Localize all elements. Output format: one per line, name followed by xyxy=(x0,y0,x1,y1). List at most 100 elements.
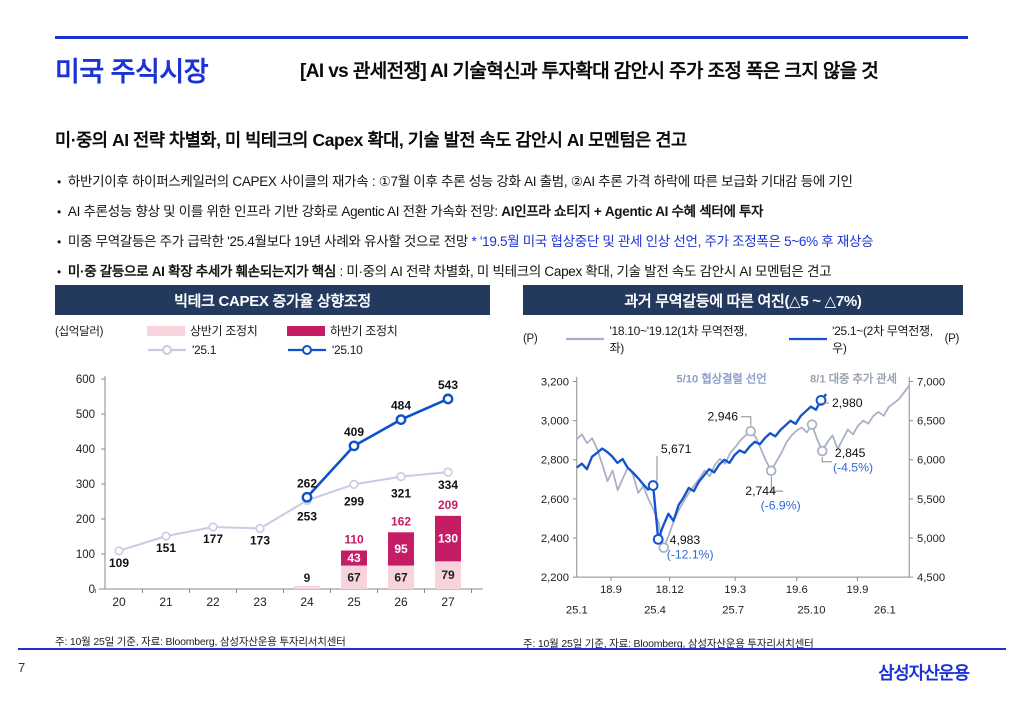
legend-label: 상반기 조정치 xyxy=(190,324,258,338)
line-25-10-marker xyxy=(442,393,454,405)
page-number: 7 xyxy=(18,660,26,675)
line-25-1-marker xyxy=(161,531,171,541)
bullet-item: 미·중 갈등으로 AI 확장 추세가 훼손되는지가 핵심 : 미·중의 AI 전… xyxy=(57,257,987,287)
line-25-10 xyxy=(306,397,449,499)
legend-label: '25.10 xyxy=(332,343,363,357)
line-25-1-marker xyxy=(443,467,453,477)
bullet-list: 하반기이후 하이퍼스케일러의 CAPEX 사이클의 재가속 : ①7월 이후 추… xyxy=(57,167,987,287)
right-y-tick-label: 7,000 xyxy=(917,376,945,388)
y-tick-label: 0 xyxy=(89,584,95,596)
bullet-item: AI 추론성능 향상 및 이를 위한 인프라 기반 강화로 Agentic AI… xyxy=(57,197,987,227)
right-y-tick-label: 5,000 xyxy=(917,533,945,545)
x-tick-label-2025: 25.7 xyxy=(722,604,744,616)
bar-h2-25 xyxy=(341,550,367,566)
subtitle: 미·중의 AI 전략 차별화, 미 빅테크의 Capex 확대, 기술 발전 속… xyxy=(55,130,687,150)
legend-label: 하반기 조정치 xyxy=(330,324,398,338)
capex-chart-legend: (십억달러) 상반기 조정치 하반기 조정치 '25.1 '25.10 xyxy=(55,315,490,364)
right-y-tick-label: 6,500 xyxy=(917,416,945,428)
legend-bar-swatch xyxy=(287,325,325,336)
legend-item: '18.10~'19.12(1차 무역전쟁,좌) xyxy=(565,322,758,356)
bar-total-label: 110 xyxy=(344,533,364,547)
legend-line-swatch xyxy=(148,345,186,355)
line-25-1-label: 177 xyxy=(203,532,223,546)
trade-war-chart-legend: (P) '18.10~'19.12(1차 무역전쟁,좌) '25.1~(2차 무역전… xyxy=(523,315,963,364)
trade-war-chart-panel: 과거 무역갈등에 따른 여진(△5 ~ △7%) (P) '18.10~'19.1… xyxy=(523,285,963,651)
bullet-item: 미중 무역갈등은 주가 급락한 '25.4월보다 19년 사례와 유사할 것으로… xyxy=(57,227,987,257)
blue-marker xyxy=(815,394,827,406)
bar-h1-label: 79 xyxy=(441,568,455,582)
left-y-tick-label: 2,600 xyxy=(541,494,569,506)
line-25-1-label: 334 xyxy=(438,478,458,492)
y-tick-label: 400 xyxy=(76,444,95,456)
line-25-10-marker xyxy=(395,414,407,425)
capex-chart-source-note: 주: 10월 25일 기준, 자료: Bloomberg, 삼성자산운용 투자리… xyxy=(55,636,346,648)
bar-h2-label: 95 xyxy=(394,542,408,556)
callout-pct: (-12.1%) xyxy=(667,548,714,562)
callout-leader xyxy=(741,416,752,426)
callout-pct: (-6.9%) xyxy=(761,499,801,513)
y-tick-label: 100 xyxy=(76,549,95,561)
legend-label: '25.1~(2차 무역전쟁,우) xyxy=(832,324,933,355)
gray-marker xyxy=(816,445,828,457)
capex-chart-panel: 빅테크 CAPEX 증가율 상향조정 (십억달러) 상반기 조정치 하반기 조정치 '… xyxy=(55,285,490,651)
right-y-tick-label: 4,500 xyxy=(917,572,945,584)
legend-item: '25.10 xyxy=(287,343,447,357)
callout-value: 5,671 xyxy=(661,442,692,456)
x-tick-label: 26 xyxy=(394,595,408,609)
bullet-segment: 하반기이후 하이퍼스케일러의 CAPEX 사이클의 재가속 : ①7월 이후 추… xyxy=(67,174,853,189)
callout-value: 2,845 xyxy=(835,446,866,460)
legend-item: '25.1 xyxy=(147,343,287,357)
left-y-tick-label: 2,800 xyxy=(541,455,569,467)
gray-marker xyxy=(658,542,670,553)
bar-total-label: 9 xyxy=(304,571,311,585)
line-25-1-marker xyxy=(349,479,359,489)
left-y-tick-label: 3,000 xyxy=(541,416,569,428)
header: 미국 주식시장 [AI vs 관세전쟁] AI 기술혁신과 투자확대 감안시 주… xyxy=(55,50,968,89)
footer: 7 삼성자산운용 xyxy=(18,660,970,685)
line-25-10-label: 262 xyxy=(297,476,317,490)
bullet-segment: : 미·중의 AI 전략 차별화, 미 빅테크의 Capex 확대, 기술 발전… xyxy=(336,264,832,279)
line-25-10-label: 543 xyxy=(438,378,458,392)
line-25-1-marker xyxy=(255,523,265,534)
bar-h1-27 xyxy=(435,561,461,589)
callout-value: 2,946 xyxy=(708,410,739,424)
bar-h1-25 xyxy=(341,565,367,589)
gray-marker xyxy=(765,465,777,477)
left-y-tick-label: 2,200 xyxy=(541,572,569,584)
line-25-1-label: 109 xyxy=(109,556,129,570)
callout-leader xyxy=(656,456,658,482)
x-tick-label-2025: 25.4 xyxy=(644,604,666,616)
x-tick-label: 20 xyxy=(112,595,126,609)
company-logo: 삼성자산운용 xyxy=(878,663,970,683)
callout-leader xyxy=(821,456,832,463)
legend-bar-swatch xyxy=(147,325,185,336)
x-tick-label: 22 xyxy=(206,595,220,609)
footer-rule xyxy=(18,648,1006,650)
blue-marker xyxy=(647,480,659,491)
trade-war-chart-source-note: 주: 10월 25일 기준, 자료: Bloomberg, 삼성자산운용 투자리… xyxy=(523,638,814,650)
line-25-1-label: 321 xyxy=(391,487,411,501)
x-tick-label: 25 xyxy=(347,595,361,609)
right-y-tick-label: 5,500 xyxy=(917,494,945,506)
top-rule xyxy=(55,36,968,39)
x-tick-label: 27 xyxy=(441,595,455,609)
gray-marker xyxy=(745,425,756,437)
event-annotation: 5/10 협상결렬 선언 xyxy=(676,372,766,386)
capex-chart-title: 빅테크 CAPEX 증가율 상향조정 xyxy=(55,285,490,315)
y-tick-label: 300 xyxy=(76,479,95,491)
line-25-1-label: 173 xyxy=(250,533,270,547)
line-25-1-label: 151 xyxy=(156,541,176,555)
bullet-segment: * '19.5월 미국 협상중단 및 관세 인상 선언, 주가 조정폭은 5~6… xyxy=(471,234,874,249)
callout-pct: (-4.5%) xyxy=(833,461,873,475)
line-25-10-label: 409 xyxy=(344,425,364,439)
callout-value: 4,983 xyxy=(670,533,701,547)
bullet-segment: AI 추론성능 향상 및 이를 위한 인프라 기반 강화로 Agentic AI… xyxy=(67,204,502,219)
x-tick-label-2018: 19.6 xyxy=(786,584,808,596)
x-tick-label-2018: 19.9 xyxy=(846,584,868,596)
bullet-item: 하반기이후 하이퍼스케일러의 CAPEX 사이클의 재가속 : ①7월 이후 추… xyxy=(57,167,987,197)
line-25-1-marker xyxy=(396,472,406,482)
x-tick-label-2018: 18.12 xyxy=(656,584,684,596)
bar-h2-27 xyxy=(435,515,461,562)
line-25-10-marker xyxy=(301,491,313,503)
gray-marker xyxy=(806,419,818,430)
